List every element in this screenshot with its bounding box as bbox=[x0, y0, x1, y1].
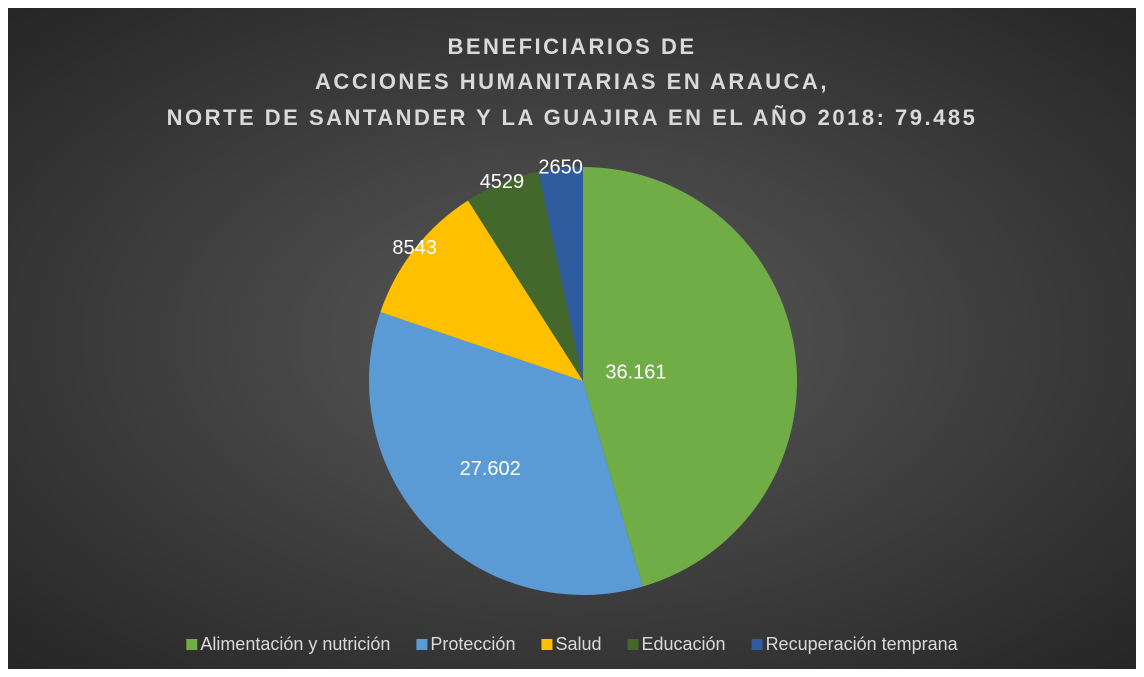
legend-swatch bbox=[416, 639, 428, 650]
legend-swatch bbox=[541, 639, 553, 650]
pie-slice bbox=[380, 200, 583, 381]
legend-swatch bbox=[186, 639, 198, 650]
pie-slice bbox=[538, 167, 583, 381]
data-label: 2650 bbox=[538, 156, 583, 178]
legend-label: Recuperación temprana bbox=[766, 634, 959, 654]
legend-label: Protección bbox=[430, 634, 515, 654]
legend-label: Educación bbox=[642, 634, 726, 654]
legend-swatch bbox=[627, 639, 639, 650]
legend-label: Salud bbox=[555, 634, 601, 654]
chart-title: BENEFICIARIOS DE bbox=[447, 34, 696, 59]
data-label: 8543 bbox=[392, 237, 437, 259]
chart-title: ACCIONES HUMANITARIAS EN ARAUCA, bbox=[315, 69, 829, 94]
legend-swatch bbox=[751, 639, 763, 650]
legend-label: Alimentación y nutrición bbox=[200, 634, 390, 654]
data-label: 36.161 bbox=[605, 362, 666, 384]
chart-title: NORTE DE SANTANDER Y LA GUAJIRA EN EL AÑ… bbox=[167, 105, 978, 130]
data-label: 27.602 bbox=[460, 458, 521, 480]
pie-slice bbox=[467, 171, 583, 381]
data-label: 4529 bbox=[480, 171, 525, 193]
pie-slice bbox=[368, 312, 643, 596]
pie-slice bbox=[583, 167, 797, 587]
